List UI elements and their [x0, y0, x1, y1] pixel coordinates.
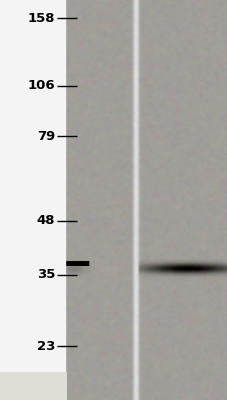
- Text: 48: 48: [37, 214, 55, 228]
- Text: 23: 23: [37, 340, 55, 353]
- Bar: [0, 372, 67, 400]
- Text: 158: 158: [28, 12, 55, 24]
- Text: 79: 79: [37, 130, 55, 142]
- Text: 35: 35: [37, 268, 55, 281]
- Text: 106: 106: [27, 80, 55, 92]
